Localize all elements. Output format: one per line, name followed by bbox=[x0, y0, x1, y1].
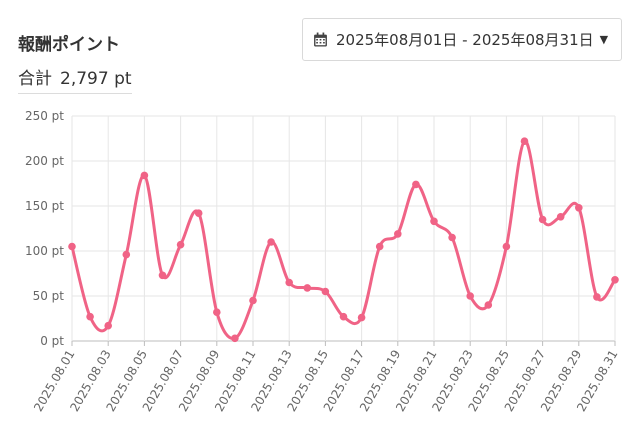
data-point bbox=[448, 233, 456, 242]
data-point bbox=[285, 278, 294, 287]
data-point bbox=[267, 238, 275, 246]
data-point bbox=[176, 240, 185, 249]
total-label: 合計 bbox=[18, 69, 52, 89]
data-point bbox=[213, 308, 221, 317]
data-point bbox=[466, 292, 475, 300]
total-summary: 合計 2,797 pt bbox=[18, 64, 132, 94]
data-point bbox=[86, 312, 94, 321]
y-tick-label: 0 pt bbox=[40, 334, 64, 348]
page-title: 報酬ポイント bbox=[18, 35, 120, 55]
data-point bbox=[140, 171, 149, 180]
y-tick-label: 50 pt bbox=[33, 289, 65, 303]
calendar-icon bbox=[314, 32, 327, 47]
data-point bbox=[502, 242, 511, 251]
data-point bbox=[412, 180, 420, 189]
y-tick-label: 200 pt bbox=[25, 154, 64, 168]
series-line bbox=[70, 139, 617, 341]
data-point bbox=[375, 242, 384, 251]
caret-down-icon: ▼ bbox=[599, 33, 609, 46]
data-point bbox=[321, 287, 330, 296]
data-point bbox=[303, 284, 312, 292]
data-point bbox=[339, 312, 348, 321]
data-point bbox=[104, 321, 112, 330]
data-point bbox=[249, 296, 257, 305]
data-point bbox=[68, 242, 76, 251]
data-point bbox=[575, 204, 583, 212]
y-tick-label: 150 pt bbox=[25, 199, 64, 213]
data-point bbox=[611, 276, 619, 284]
date-range-label: 2025年08月01日 - 2025年08月31日 bbox=[336, 31, 594, 49]
data-point bbox=[556, 213, 565, 221]
y-tick-label: 250 pt bbox=[25, 109, 64, 123]
date-range-picker[interactable]: 2025年08月01日 - 2025年08月31日 ▼ bbox=[302, 18, 622, 61]
data-point bbox=[194, 209, 203, 217]
data-point bbox=[158, 271, 167, 280]
data-point bbox=[357, 313, 366, 322]
data-point bbox=[520, 137, 529, 145]
data-point bbox=[538, 215, 547, 224]
y-tick-label: 100 pt bbox=[25, 244, 64, 258]
data-point bbox=[430, 217, 438, 226]
data-point bbox=[484, 301, 493, 309]
data-point bbox=[122, 250, 131, 259]
data-point bbox=[231, 334, 239, 343]
data-point bbox=[394, 230, 402, 238]
data-point bbox=[593, 293, 601, 301]
total-value: 2,797 pt bbox=[60, 69, 132, 89]
